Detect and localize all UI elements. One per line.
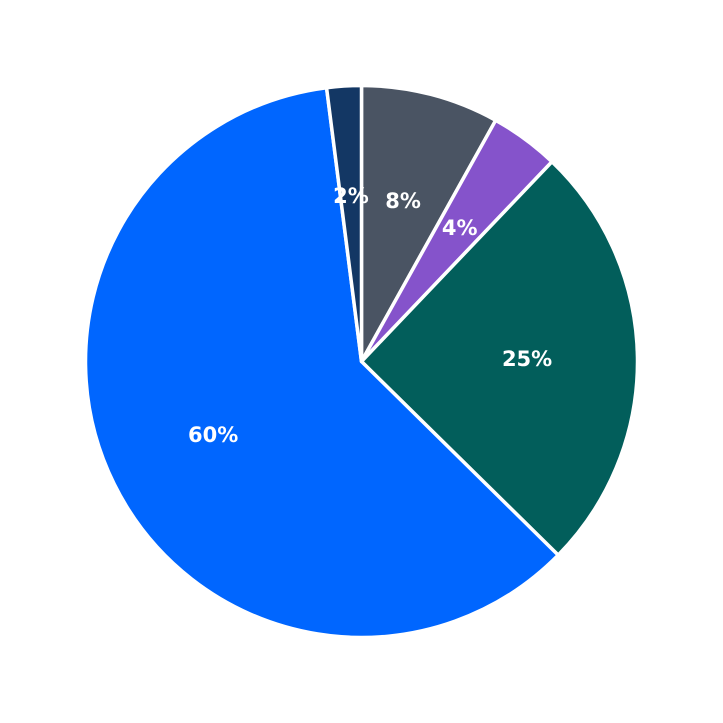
pie-slice-label-1: 4% (442, 216, 478, 240)
pie-labels: 8% 4% 25% 60% 2% (188, 184, 552, 447)
pie-slice-2 (359, 159, 640, 557)
pie-slice-label-3: 60% (188, 423, 238, 447)
pie-slice-0 (359, 83, 498, 364)
pie-slice-label-2: 25% (502, 347, 552, 371)
pie-slice-3 (83, 85, 560, 640)
pie-slice-label-4: 2% (333, 184, 369, 208)
pie-slice-label-0: 8% (385, 189, 421, 213)
pie-slices (83, 83, 640, 640)
pie-slice-4 (324, 83, 364, 364)
